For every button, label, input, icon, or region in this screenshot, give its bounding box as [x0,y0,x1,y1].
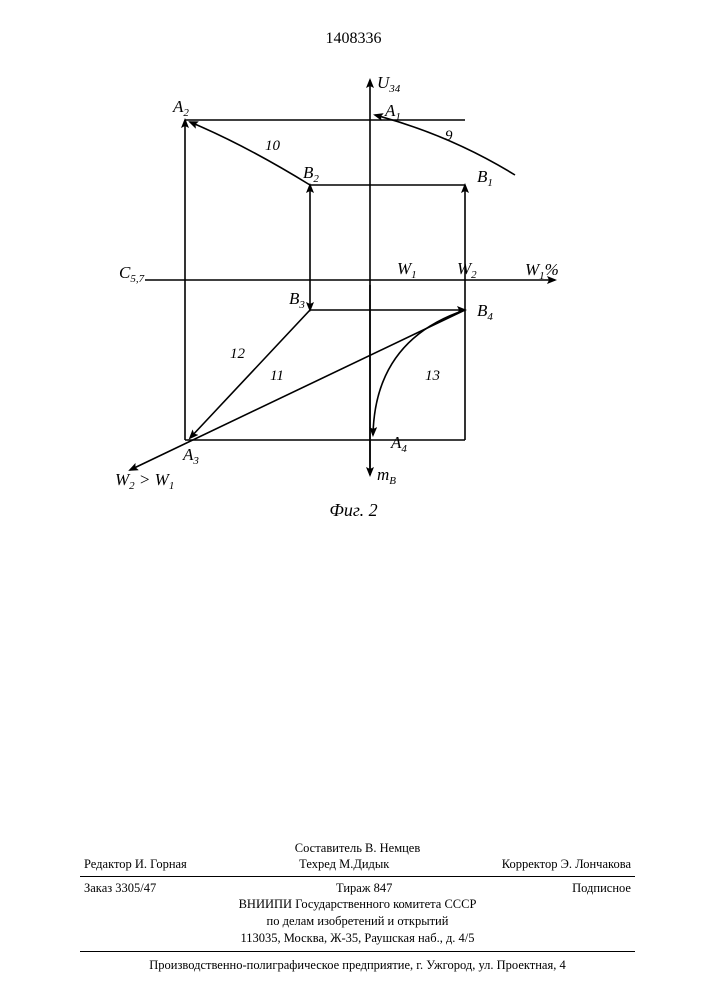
svg-text:W2 > W1: W2 > W1 [115,470,174,492]
svg-text:13: 13 [425,368,440,384]
footer-editor: Редактор И. Горная [84,857,187,872]
svg-text:10: 10 [265,138,281,154]
footer: Составитель В. Немцев Редактор И. Горная… [80,840,635,956]
svg-text:B3: B3 [289,289,305,311]
svg-text:11: 11 [270,368,284,384]
svg-text:B4: B4 [477,301,493,323]
figure: U34 W1% mВ 9 10 11 12 13 A1 A2 A3 A4 B1 B2 B3 B4 C5,7 W1 W… [115,70,585,500]
figure-caption: Фиг. 2 [0,500,707,521]
svg-text:W1%: W1% [525,260,559,282]
svg-text:A1: A1 [384,101,401,123]
svg-text:A2: A2 [172,97,189,119]
svg-text:W2: W2 [457,259,477,281]
footer-org1: ВНИИПИ Государственного комитета СССР [80,896,635,913]
svg-text:9: 9 [445,128,453,144]
footer-compiler: Составитель В. Немцев [80,840,635,857]
footer-techred: Техред М.Дидык [299,857,389,872]
svg-text:A3: A3 [182,445,199,467]
svg-text:B2: B2 [303,163,319,185]
footer-rule-1 [80,876,635,877]
svg-text:C5,7: C5,7 [119,263,145,285]
footer-corrector: Корректор Э. Лончакова [502,857,631,872]
footer-org2: по делам изобретений и открытий [80,913,635,930]
footer-order: Заказ 3305/47 [84,881,156,896]
svg-text:W1: W1 [397,259,417,281]
svg-text:B1: B1 [477,167,493,189]
svg-text:U34: U34 [377,73,401,95]
doc-number: 1408336 [0,30,707,48]
footer-subscription: Подписное [572,881,631,896]
footer-rule-2 [80,951,635,952]
svg-text:A4: A4 [390,433,407,455]
footer-bottom: Производственно-полиграфическое предприя… [80,958,635,973]
svg-text:mВ: mВ [377,465,396,487]
footer-address1: 113035, Москва, Ж-35, Раушская наб., д. … [80,930,635,947]
footer-tirazh: Тираж 847 [336,881,392,896]
svg-text:12: 12 [230,346,246,362]
